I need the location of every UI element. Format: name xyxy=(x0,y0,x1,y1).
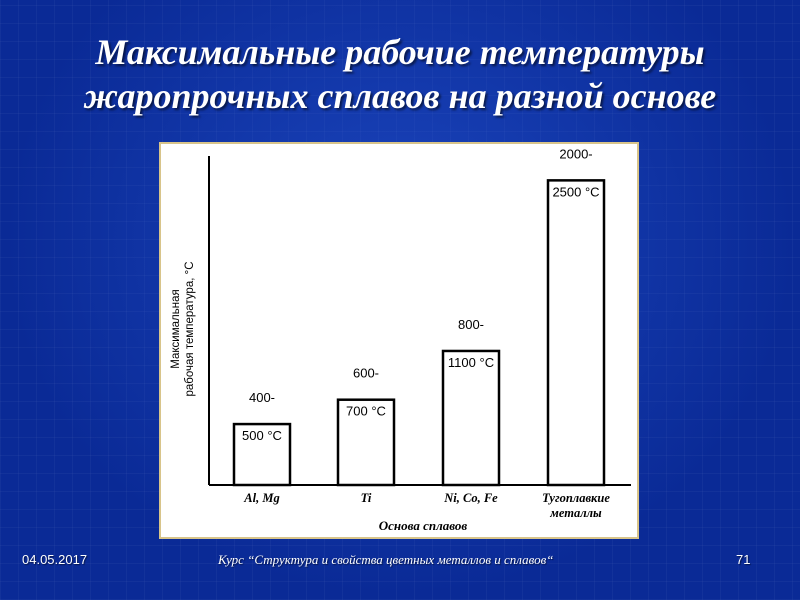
slide-title-line-2: жаропрочных сплавов на разной основе xyxy=(83,76,717,116)
footer-date: 04.05.2017 xyxy=(22,552,88,567)
bar xyxy=(546,179,606,487)
footer-course-title: Курс “Структура и свойства цветных метал… xyxy=(218,552,554,567)
bar xyxy=(336,398,396,487)
bar-value-label-line-2: 700 °С xyxy=(346,404,386,419)
bar-value-label-line-1: 600- xyxy=(353,366,379,381)
x-tick-label-line-2: металлы xyxy=(549,506,602,520)
x-tick-label: Ti xyxy=(361,491,372,505)
bar-value-label-line-1: 2000- xyxy=(559,146,592,161)
bar xyxy=(232,422,292,487)
bar xyxy=(441,349,501,487)
bar-value-label-line-2: 2500 °С xyxy=(552,184,599,199)
chart-frame: Максимальная рабочая температура, °С 400- 5… xyxy=(159,142,639,539)
bar-value-label-line-1: 400- xyxy=(249,390,275,405)
x-axis-label: Основа сплавов xyxy=(379,518,468,533)
y-axis-label-line-1: Максимальная xyxy=(170,289,182,368)
bar-value-label-line-2: 1100 °С xyxy=(448,355,494,370)
slide-title-line-1: Максимальные рабочие температуры xyxy=(95,32,705,72)
bar-chart: Максимальная рабочая температура, °С 400- 5… xyxy=(170,146,631,533)
bar-value-label-line-1: 800- xyxy=(458,317,484,332)
y-axis-label-line-2: рабочая температура, °С xyxy=(184,261,196,396)
x-tick-label: Ni, Co, Fe xyxy=(443,491,498,505)
x-tick-label: Al, Mg xyxy=(243,491,279,505)
slide-title: Максимальные рабочие температуры жаропро… xyxy=(0,30,800,118)
bar-value-label-line-2: 500 °С xyxy=(242,428,282,443)
x-tick-label: Тугоплавкие xyxy=(542,491,610,505)
footer-page-number: 71 xyxy=(736,552,751,567)
